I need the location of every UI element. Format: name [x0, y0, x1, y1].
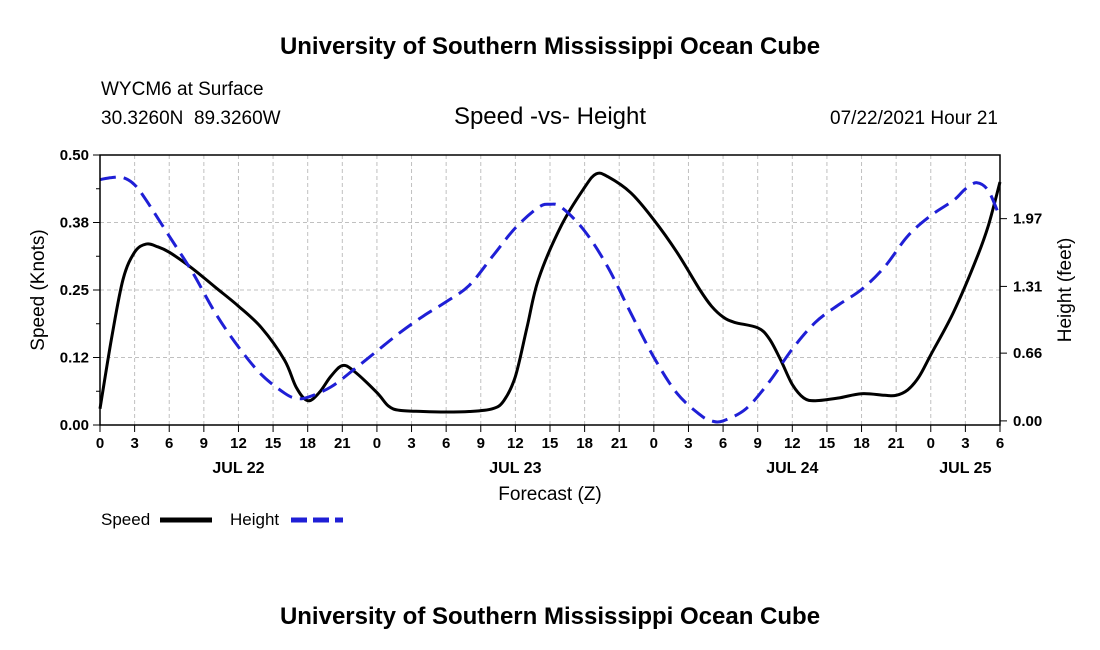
x-tick-label: 3: [684, 435, 692, 452]
y-axis-right-title: Height (feet): [1055, 238, 1076, 343]
y-right-tick-label: 1.31: [1013, 278, 1042, 295]
plot-frame: [99, 154, 1001, 426]
x-tick-label: 21: [888, 435, 905, 452]
bottom-title: University of Southern Mississippi Ocean…: [280, 603, 820, 630]
x-tick-label: 6: [719, 435, 727, 452]
location-label: 30.3260N 89.3260W: [101, 108, 281, 129]
x-tick-label: 3: [407, 435, 415, 452]
x-tick-label: 15: [819, 435, 836, 452]
station-label: WYCM6 at Surface: [101, 79, 264, 100]
x-tick-label: 9: [477, 435, 485, 452]
x-tick-label: 21: [334, 435, 351, 452]
x-tick-label: 21: [611, 435, 628, 452]
y-left-tick-label: 0.12: [60, 350, 89, 367]
y-left-tick-label: 0.38: [60, 215, 89, 232]
speed-series-line: [98, 171, 1002, 414]
date-label: JUL 24: [766, 460, 818, 477]
x-axis-title: Forecast (Z): [498, 484, 601, 505]
height-series-line: [99, 175, 1002, 424]
x-tick-label: 12: [784, 435, 801, 452]
grid-lines: [100, 155, 1000, 425]
legend: Speed Height: [101, 510, 343, 529]
legend-speed-label: Speed: [101, 510, 150, 529]
legend-height-label: Height: [230, 510, 279, 529]
y-left-tick-label: 0.25: [60, 282, 89, 299]
y-left-tick-label: 0.00: [60, 417, 89, 434]
y-right-tick-label: 0.66: [1013, 345, 1042, 362]
y-right-tick-label: 0.00: [1013, 413, 1042, 430]
x-tick-label: 15: [542, 435, 559, 452]
x-tick-label: 6: [442, 435, 450, 452]
x-tick-label: 18: [853, 435, 870, 452]
top-title: University of Southern Mississippi Ocean…: [280, 33, 820, 60]
series-lines: [98, 171, 1002, 424]
x-tick-label: 0: [96, 435, 104, 452]
y-left-tick-label: 0.50: [60, 147, 89, 164]
date-label: JUL 22: [212, 460, 264, 477]
x-tick-label: 9: [754, 435, 762, 452]
y-axis-left-title: Speed (Knots): [28, 229, 49, 350]
timestamp-label: 07/22/2021 Hour 21: [830, 108, 998, 129]
y-right-tick-label: 1.97: [1013, 211, 1042, 228]
x-tick-label: 18: [576, 435, 593, 452]
x-tick-label: 0: [927, 435, 935, 452]
plot-title: Speed -vs- Height: [454, 103, 646, 130]
axes: 0 3 6 9 12 15 18 21 0 3 6 9 12 15 18 21 0 3 6 9 12 15 18 21 0 3 6J…: [60, 147, 1042, 477]
date-label: JUL 23: [489, 460, 541, 477]
x-tick-label: 18: [299, 435, 316, 452]
x-tick-label: 15: [265, 435, 282, 452]
x-tick-label: 3: [130, 435, 138, 452]
x-tick-label: 3: [961, 435, 969, 452]
x-tick-label: 6: [165, 435, 173, 452]
x-tick-label: 12: [507, 435, 524, 452]
x-tick-label: 12: [230, 435, 247, 452]
date-label: JUL 25: [939, 460, 991, 477]
x-tick-label: 9: [200, 435, 208, 452]
x-tick-label: 0: [373, 435, 381, 452]
x-tick-label: 6: [996, 435, 1004, 452]
x-tick-label: 0: [650, 435, 658, 452]
